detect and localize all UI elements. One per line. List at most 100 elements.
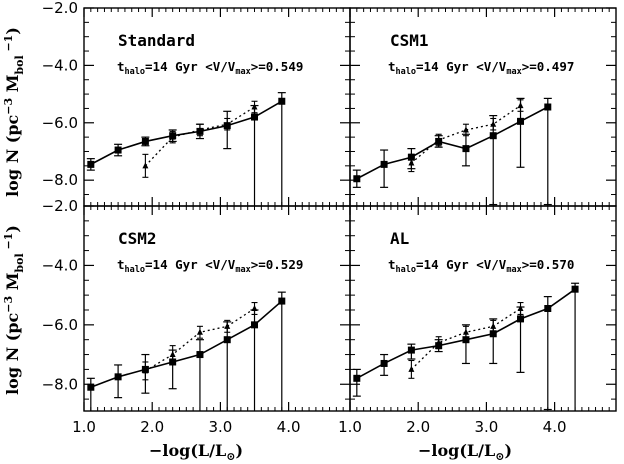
x-axis-title-right: −log(L/L⊙) [418,441,512,463]
x-tick-label: 1.0 [72,418,96,436]
x-axis-title-left: −log(L/L⊙) [149,441,243,463]
model-point [251,321,259,329]
model-point [196,351,204,359]
observed-point [196,328,203,335]
model-point [462,336,470,344]
model-point [517,117,525,125]
model-point [169,132,177,140]
panel-annotation: thalo=14 Gyr <V/Vmax>=0.549 [117,59,303,77]
model-point [141,365,149,373]
model-line [356,106,549,180]
panel-annotation: thalo=14 Gyr <V/Vmax>=0.529 [117,257,303,275]
x-axis-title-close-left: ) [235,441,243,460]
x-axis-title-close-right: ) [504,441,512,460]
annot-max: max [235,67,250,77]
model-point [114,146,122,154]
model-point [571,285,579,293]
model-point [435,342,443,350]
x-tick-label: 4.0 [543,418,567,436]
annot-value: 0.529 [266,257,304,272]
panel-title: CSM1 [390,31,429,50]
panel-title: Standard [118,31,195,50]
annot-halo: halo [125,265,145,275]
model-point [251,113,259,121]
model-point [223,336,231,344]
annot-eq: =14 Gyr <V/V [145,257,236,272]
annot-halo: halo [396,265,416,275]
observed-point [408,365,415,372]
y-axis-title-main: log N (pc [3,114,22,196]
model-point [141,137,149,145]
model-line [90,100,283,166]
annot-max: max [235,265,250,275]
model-point [407,153,415,161]
model-point [353,175,361,183]
model-point [407,346,415,354]
panel-title: CSM2 [118,229,157,248]
annot-value: 0.497 [537,59,575,74]
y-tick-label: −6.0 [42,114,78,132]
x-tick-label: 3.0 [474,418,498,436]
annot-t: t [388,59,396,74]
y-axis-title-exp: −3 [2,98,15,115]
y-tick-label: −4.0 [42,56,78,74]
panel-standard: −2.0 −4.0 −6.0 −8.0 −2.0 Standard thalo=14 Gyr… [42,0,351,215]
observed-line [145,307,255,372]
y-axis-title-exp2: −1 [2,35,15,56]
y-tick-label: −8.0 [42,375,78,393]
y-axis-title-top: log N (pc−3 Mbol −1) [2,27,26,197]
y-axis-title-close-2: ) [3,225,22,233]
annot-tail: >= [251,59,266,74]
observed-line [410,307,521,370]
annot-halo: halo [125,67,145,77]
annot-max: max [506,265,521,275]
annot-max: max [506,67,521,77]
annot-t: t [117,59,125,74]
panel-title: AL [390,229,409,248]
x-tick-label: 2.0 [406,418,430,436]
y-tick-label: −2.0 [42,197,78,215]
panel-annotation: thalo=14 Gyr <V/Vmax>=0.497 [388,59,574,77]
observed-line [144,106,255,167]
x-tick-label: 3.0 [208,418,232,436]
x-tick-label: 2.0 [140,418,164,436]
panel-csm1: CSM1 thalo=14 Gyr <V/Vmax>=0.497 [349,7,617,207]
model-point [380,160,388,168]
model-point [544,305,552,312]
model-line [90,300,283,388]
annot-t: t [117,257,125,272]
annot-eq: =14 Gyr <V/V [416,59,507,74]
y-axis-title-sub: bol [13,55,26,74]
y-tick-label: −4.0 [42,256,78,274]
annot-halo: halo [396,67,416,77]
x-tick-label: 1.0 [338,418,362,436]
observed-point [462,126,469,133]
model-point [517,315,525,323]
panel-annotation: thalo=14 Gyr <V/Vmax>=0.570 [388,257,574,275]
panel-al: 1.0 2.0 3.0 4.0 AL thalo=14 Gyr <V/Vmax>=0.57… [338,205,617,436]
annot-tail: >= [522,59,537,74]
annot-eq: =14 Gyr <V/V [416,257,507,272]
y-tick-label: −6.0 [42,316,78,334]
model-point [223,122,231,130]
model-point [278,297,286,305]
annot-eq: =14 Gyr <V/V [145,59,236,74]
model-point [353,374,361,382]
annot-value: 0.549 [266,59,304,74]
model-point [380,359,388,367]
annot-tail: >= [251,257,266,272]
panel-frame [349,205,617,412]
x-tick-label: 4.0 [277,418,301,436]
annot-value: 0.570 [537,257,575,272]
panel-csm2: −4.0 −6.0 −8.0 1.0 2.0 3.0 4.0 CSM2 thalo=14 Gyr… [42,205,351,436]
y-axis-title-close: ) [3,27,22,35]
x-axis-title-sun-right: ⊙ [495,450,504,463]
y-axis-title-bottom: log N (pc−3 Mbol −1) [2,225,26,395]
model-point [169,358,177,366]
y-tick-label: −8.0 [42,171,78,189]
y-tick-label: −2.0 [42,0,78,17]
y-axis-title-sub-2: bol [13,253,26,272]
x-axis-title-sun-left: ⊙ [226,450,235,463]
